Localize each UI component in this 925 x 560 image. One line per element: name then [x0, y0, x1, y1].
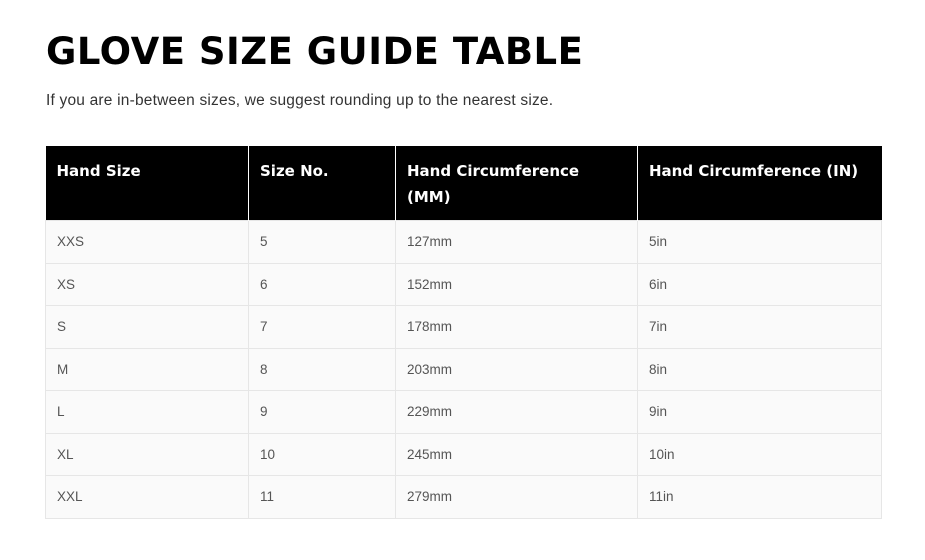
table-cell: 5in — [637, 220, 882, 264]
table-cell: 279mm — [395, 475, 638, 519]
table-row: S 7 178mm 7in — [45, 305, 882, 349]
table-row: M 8 203mm 8in — [45, 347, 882, 391]
table-cell: 11 — [248, 475, 396, 519]
table-cell: 6in — [637, 262, 882, 306]
table-cell: 229mm — [395, 390, 638, 434]
table-cell: L — [45, 390, 249, 434]
page-subtitle: If you are in-between sizes, we suggest … — [46, 92, 554, 109]
column-header: Hand Circumference (IN) — [637, 146, 882, 221]
table-cell: 7in — [637, 305, 882, 349]
table-row: XXS 5 127mm 5in — [45, 220, 882, 264]
table-header-row: Hand Size Size No. Hand Circumference (MM)… — [45, 146, 882, 221]
column-header: Size No. — [248, 146, 396, 221]
table-cell: 178mm — [395, 305, 638, 349]
table-cell: 8 — [248, 347, 396, 391]
table-cell: 203mm — [395, 347, 638, 391]
table-cell: 6 — [248, 262, 396, 306]
table-row: XXL 11 279mm 11in — [45, 475, 882, 519]
table-cell: M — [45, 347, 249, 391]
page-title: GLOVE SIZE GUIDE TABLE — [46, 30, 584, 73]
column-header: Hand Size — [45, 146, 249, 221]
table-cell: 8in — [637, 347, 882, 391]
table-cell: 7 — [248, 305, 396, 349]
column-header: Hand Circumference (MM) — [395, 146, 638, 221]
table-cell: XL — [45, 432, 249, 476]
table-cell: 9 — [248, 390, 396, 434]
table-cell: XS — [45, 262, 249, 306]
table-cell: 5 — [248, 220, 396, 264]
table-row: L 9 229mm 9in — [45, 390, 882, 434]
table-cell: 245mm — [395, 432, 638, 476]
table-row: XS 6 152mm 6in — [45, 262, 882, 306]
table-cell: 11in — [637, 475, 882, 519]
table-cell: 152mm — [395, 262, 638, 306]
table-row: XL 10 245mm 10in — [45, 432, 882, 476]
table-cell: 10 — [248, 432, 396, 476]
table-cell: 9in — [637, 390, 882, 434]
table-cell: XXL — [45, 475, 249, 519]
table-cell: 127mm — [395, 220, 638, 264]
table-cell: 10in — [637, 432, 882, 476]
size-guide-table: Hand Size Size No. Hand Circumference (MM)… — [45, 146, 882, 519]
table-cell: S — [45, 305, 249, 349]
table-cell: XXS — [45, 220, 249, 264]
